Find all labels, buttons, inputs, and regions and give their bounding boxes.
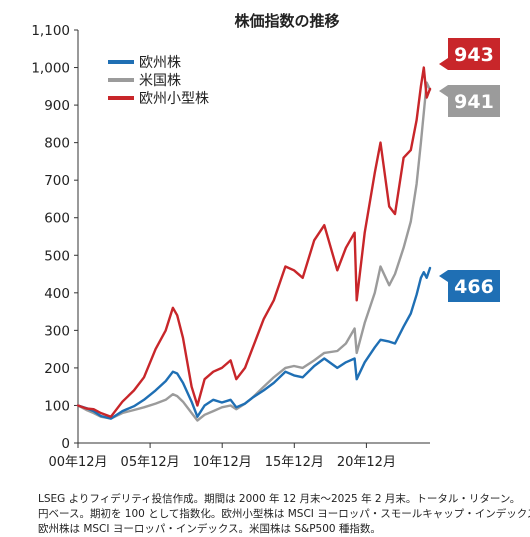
series-lines <box>76 66 432 422</box>
end-badge <box>439 85 500 117</box>
footnote-line-2: 円ベース。期初を 100 として指数化。欧州小型株は MSCI ヨーロッパ・スモ… <box>38 508 530 520</box>
x-tick-label: 15年12月 <box>265 455 324 470</box>
legend-label: 欧州小型株 <box>139 91 209 107</box>
x-tick-label: 00年12月 <box>48 455 107 470</box>
y-tick-label: 1,100 <box>31 23 70 39</box>
footnote: LSEG よりフィデリティ投信作成。期間は 2000 年 12 月末～2025 … <box>38 492 530 537</box>
footnote-line-1: LSEG よりフィデリティ投信作成。期間は 2000 年 12 月末～2025 … <box>38 493 521 505</box>
series-line-1 <box>76 81 432 422</box>
end-badge <box>439 270 500 302</box>
y-tick-label: 200 <box>44 361 70 377</box>
footnote-line-3: 欧州株は MSCI ヨーロッパ・インデックス。米国株は S&P500 種指数。 <box>38 523 381 535</box>
end-badge <box>439 38 500 70</box>
legend-label: 米国株 <box>139 73 181 89</box>
y-tick-label: 300 <box>44 323 70 339</box>
y-tick-label: 600 <box>44 211 70 227</box>
series-line-2 <box>76 66 432 418</box>
end-value-label: 466 <box>454 276 494 298</box>
y-tick-label: 800 <box>44 136 70 152</box>
end-labels: 943 941 466 <box>439 38 500 302</box>
y-tick-label: 700 <box>44 173 70 189</box>
x-axis: 00年12月 05年12月 10年12月 15年12月 20年12月 <box>48 443 396 470</box>
y-tick-label: 400 <box>44 286 70 302</box>
x-tick-label: 05年12月 <box>121 455 180 470</box>
end-value-label: 943 <box>454 44 494 66</box>
y-tick-label: 500 <box>44 248 70 264</box>
y-tick-label: 100 <box>44 398 70 414</box>
chart-title: 株価指数の推移 <box>234 12 339 30</box>
y-tick-label: 1,000 <box>31 61 70 77</box>
y-axis: 0 100 200 300 400 500 600 700 800 900 1,000 1,100 <box>31 23 78 452</box>
axis-lines <box>77 30 430 444</box>
x-tick-label: 20年12月 <box>337 455 396 470</box>
series-line-0 <box>76 266 432 420</box>
y-tick-label: 0 <box>61 436 70 452</box>
chart-svg: 株価指数の推移 0 100 200 300 400 500 600 700 800 900 1,00… <box>31 12 500 470</box>
legend-label: 欧州株 <box>139 55 181 71</box>
end-value-label: 941 <box>454 91 494 113</box>
x-tick-label: 10年12月 <box>193 455 252 470</box>
y-tick-label: 900 <box>44 98 70 114</box>
